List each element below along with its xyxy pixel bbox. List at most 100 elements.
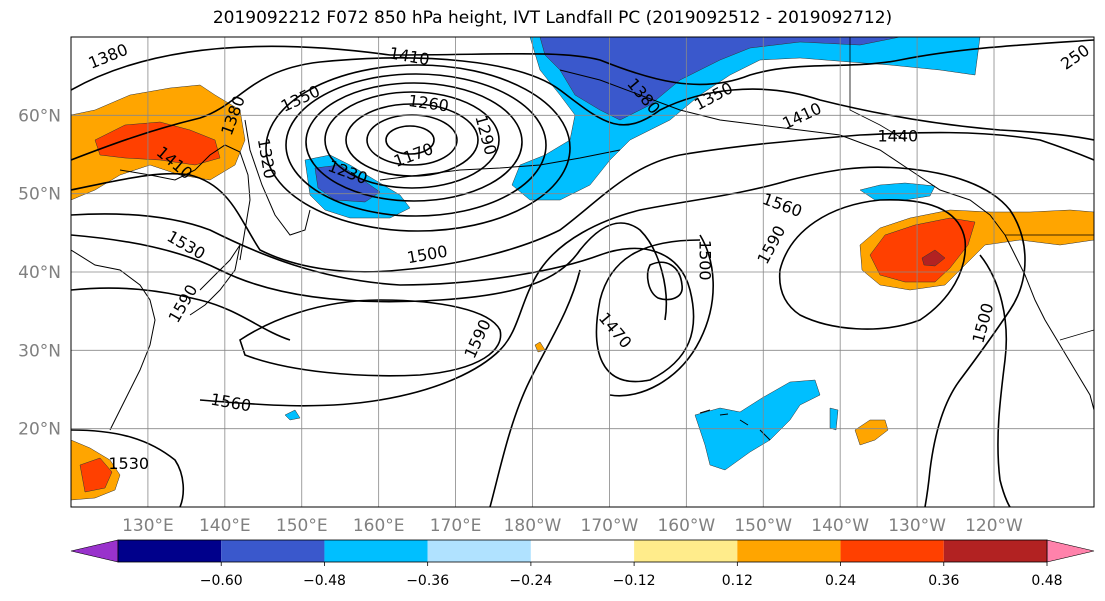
lon-label: 120°W <box>965 516 1023 536</box>
contour-label: 1530 <box>164 227 209 264</box>
coast-north-america <box>1004 234 1094 411</box>
lon-label: 160°W <box>657 516 715 536</box>
colorbar-tick-label: −0.48 <box>303 573 346 589</box>
contour-1470 <box>71 213 701 383</box>
lon-label: 140°W <box>811 516 869 536</box>
lat-label: 40°N <box>18 263 61 283</box>
contour-low-1260 <box>324 91 500 189</box>
colorbar-tick-label: −0.36 <box>406 573 449 589</box>
contour-label: 1260 <box>407 91 450 115</box>
contour-label: 1440 <box>878 127 919 146</box>
lon-label: 170°W <box>581 516 639 536</box>
lon-label: 160°E <box>353 516 405 536</box>
colorbar-segment <box>324 540 428 562</box>
lat-label: 50°N <box>18 185 61 205</box>
colorbar-tick-label: 0.36 <box>928 573 959 589</box>
contour-1500-east <box>979 254 1011 507</box>
lon-label: 150°W <box>734 516 792 536</box>
contour-label-text: 1560 <box>209 390 252 416</box>
ivt-strong-core-ne <box>921 249 946 267</box>
lon-label: 170°E <box>430 516 482 536</box>
graticule <box>71 37 1094 507</box>
contour-1560 <box>199 166 1026 507</box>
colorbar-segment <box>737 540 841 562</box>
contour-label-text: 1350 <box>278 81 323 115</box>
lon-label: 130°E <box>122 516 174 536</box>
border-alaska-canada <box>849 37 906 141</box>
colorbar-tick-label: −0.12 <box>613 573 656 589</box>
contour-1530 <box>71 287 291 507</box>
contour-label: 1470 <box>595 309 636 352</box>
lon-label: 150°E <box>276 516 328 536</box>
ivt-strong-area-sw <box>79 457 113 493</box>
colorbar-segment <box>221 540 325 562</box>
colorbar-segment <box>118 540 222 562</box>
ivt-negative-small-hawaii <box>829 407 839 431</box>
colorbar-body <box>70 539 1095 563</box>
contour-label: 1350 <box>278 81 323 115</box>
contour-low-1230 <box>345 103 479 177</box>
contour-low-1350 <box>265 64 571 232</box>
contour-1590 <box>239 299 502 377</box>
lat-label: 60°N <box>18 106 61 126</box>
colorbar-segment <box>427 540 531 562</box>
ivt-negative-area-hawaii <box>694 379 821 471</box>
colorbar-labels: −0.60 −0.48 −0.36 −0.24 −0.12 0.12 0.24 0.36 0.4… <box>200 562 1063 589</box>
border-us-mexico <box>1059 329 1094 341</box>
contour-1380 <box>71 39 1094 91</box>
colorbar-segment <box>840 540 944 562</box>
contour-1440 <box>71 131 1094 273</box>
contour-label-text: 1440 <box>878 127 919 146</box>
coastlines <box>71 69 1094 441</box>
contour-label: 1410 <box>388 43 431 69</box>
contour-label-text: 1500 <box>696 240 715 281</box>
contour-label-text: 1590 <box>753 222 789 267</box>
contour-1500 <box>71 222 714 397</box>
contour-low-1170 <box>385 125 435 155</box>
ivt-small-patch-1 <box>284 409 301 421</box>
lat-label: 30°N <box>18 341 61 361</box>
contour-label: 1560 <box>209 390 252 416</box>
contour-label: 1170 <box>391 139 436 171</box>
contour-label-text: 1470 <box>595 309 636 352</box>
contour-label-text: 1410 <box>779 99 824 133</box>
map-title: 2019092212 F072 850 hPa height, IVT Land… <box>212 8 893 28</box>
contour-low-1320 <box>285 73 547 217</box>
colorbar-tick-label: 0.48 <box>1031 573 1062 589</box>
contour-low-1290 <box>305 82 523 202</box>
colorbar-tick-label: −0.24 <box>509 573 552 589</box>
lon-label: 140°E <box>199 516 251 536</box>
colorbar-tick-label: 0.24 <box>825 573 856 589</box>
contour-label-text: 1500 <box>406 242 449 268</box>
ivt-strong-area-ne <box>869 217 976 283</box>
contour-1470-low <box>646 261 683 301</box>
contour-label: 1500 <box>969 301 998 345</box>
contour-label: 1410 <box>779 99 824 133</box>
lat-label: 20°N <box>18 420 61 440</box>
colorbar-segment <box>634 540 738 562</box>
contour-label: 1590 <box>165 281 202 326</box>
colorbar-extend-low <box>70 539 119 563</box>
contour-1560-south <box>489 269 581 507</box>
latitude-labels: 20°N 30°N 40°N 50°N 60°N <box>18 106 61 439</box>
ivt-positive-small-hawaii <box>854 419 889 446</box>
contour-label-text: 1500 <box>969 301 998 345</box>
coast-hawaii <box>699 409 771 441</box>
contour-label: 1500 <box>406 242 449 268</box>
contour-label: 1560 <box>760 189 805 221</box>
colorbar-segment <box>530 540 635 562</box>
longitude-labels: 130°E 140°E 150°E 160°E 170°E 180°W 170°W 160°W… <box>122 516 1023 536</box>
contour-label: 1500 <box>696 240 715 281</box>
lon-label: 180°W <box>504 516 562 536</box>
contour-label-text: 1530 <box>108 454 149 473</box>
colorbar-outline <box>117 539 1048 563</box>
ivt-strong-area-asia <box>94 121 221 166</box>
colorbar-tick-label: 0.12 <box>722 573 753 589</box>
map-frame <box>70 36 1095 508</box>
colorbar-tick-label: −0.60 <box>200 573 243 589</box>
colorbar-segment <box>943 540 1047 562</box>
contour-label-text: 1530 <box>164 227 209 264</box>
borders <box>849 37 1094 341</box>
